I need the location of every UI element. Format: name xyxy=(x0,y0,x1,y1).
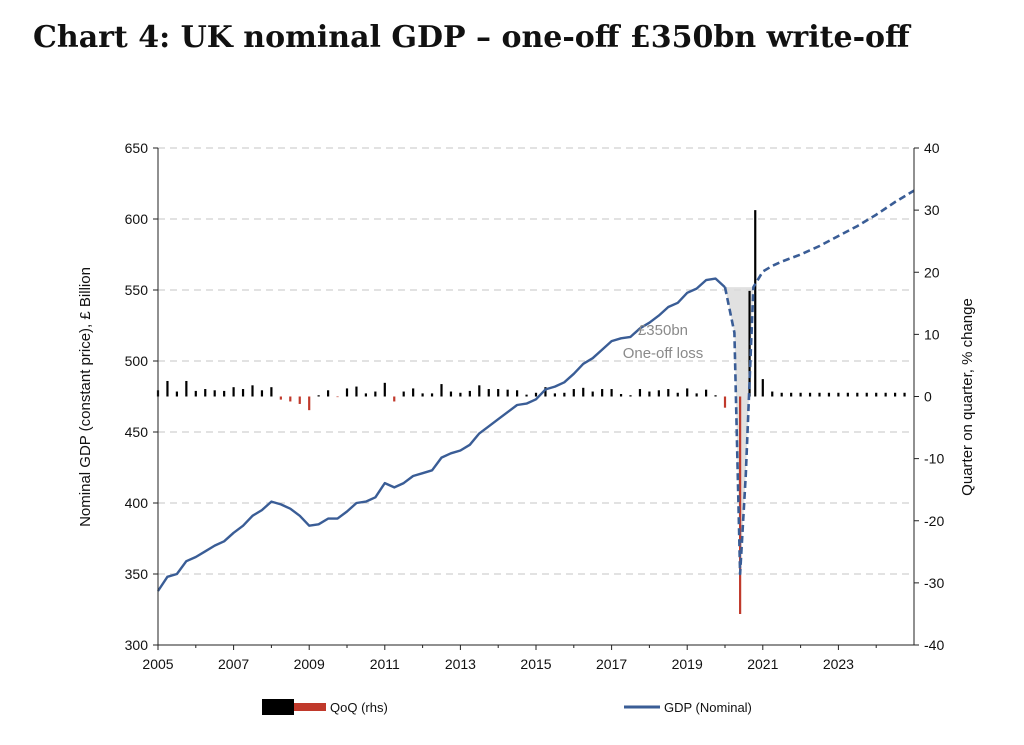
gdp-lines xyxy=(156,189,915,592)
x-tick-label: 2017 xyxy=(596,656,627,672)
gridlines xyxy=(158,147,914,575)
gdp-actual-line xyxy=(156,277,726,592)
y2-tick-label: 10 xyxy=(924,326,940,342)
qoq-bars xyxy=(156,210,906,614)
y-tick-label: 350 xyxy=(125,566,149,582)
y2-axis-title: Quarter on quarter, % change xyxy=(959,298,976,496)
y2-tick-label: -40 xyxy=(924,637,944,653)
y-tick-label: 500 xyxy=(125,353,149,369)
y-tick-label: 450 xyxy=(125,424,149,440)
y2-tick-label: -20 xyxy=(924,513,944,529)
y2-tick-label: 40 xyxy=(924,140,940,156)
x-tick-label: 2019 xyxy=(672,656,703,672)
chart-title: Chart 4: UK nominal GDP – one-off £350bn… xyxy=(33,20,910,55)
x-tick-label: 2021 xyxy=(747,656,778,672)
annotation-amount: £350bn xyxy=(638,322,688,339)
x-tick-label: 2009 xyxy=(294,656,325,672)
y-axis-title: Nominal GDP (constant price), £ Billion xyxy=(77,267,94,527)
x-tick-label: 2013 xyxy=(445,656,476,672)
y2-tick-label: -10 xyxy=(924,451,944,467)
gdp-projection-line xyxy=(723,189,915,576)
legend-qoq-swatch-black xyxy=(262,699,294,715)
legend-qoq-label: QoQ (rhs) xyxy=(330,700,388,715)
x-tick-label: 2015 xyxy=(520,656,551,672)
legend: QoQ (rhs) GDP (Nominal) xyxy=(262,699,752,715)
tick-labels: 650 600 550 500 450 400 350 300 40 30 20 10 0 -10 -20 -… xyxy=(125,140,945,672)
y2-tick-label: -30 xyxy=(924,575,944,591)
y2-tick-label: 30 xyxy=(924,202,940,218)
legend-qoq-swatch-red xyxy=(294,703,326,711)
y-tick-label: 600 xyxy=(125,211,149,227)
x-tick-label: 2023 xyxy=(823,656,854,672)
annotation-label: One-off loss xyxy=(623,345,704,362)
y2-tick-label: 20 xyxy=(924,264,940,280)
y-tick-label: 550 xyxy=(125,282,149,298)
y-tick-label: 650 xyxy=(125,140,149,156)
x-tick-label: 2007 xyxy=(218,656,249,672)
y-tick-label: 400 xyxy=(125,495,149,511)
axes xyxy=(153,147,919,650)
legend-gdp-label: GDP (Nominal) xyxy=(664,700,752,715)
y-tick-label: 300 xyxy=(125,637,149,653)
x-tick-label: 2005 xyxy=(142,656,173,672)
x-tick-label: 2011 xyxy=(370,656,400,672)
y2-tick-label: 0 xyxy=(924,389,932,405)
